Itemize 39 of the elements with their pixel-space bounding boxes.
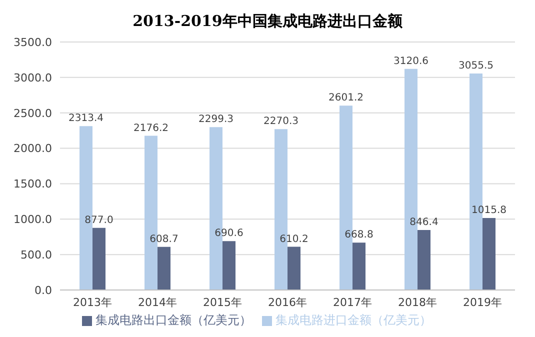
- bar: [92, 228, 106, 290]
- data-label: 2299.3: [198, 114, 234, 126]
- data-label: 2270.3: [264, 116, 298, 128]
- data-label: 3055.5: [458, 60, 494, 72]
- y-tick-label: 2000.0: [14, 142, 52, 156]
- data-label: 2176.2: [134, 122, 168, 134]
- data-label: 1015.8: [472, 205, 506, 216]
- data-label: 610.2: [280, 234, 308, 245]
- data-label: 877.0: [84, 214, 114, 226]
- bar: [158, 246, 170, 290]
- legend-label: 集成电路进口金额（亿美元）: [276, 313, 432, 327]
- data-label: 668.8: [344, 230, 374, 241]
- bar: [288, 246, 300, 290]
- data-label: 608.7: [150, 234, 178, 245]
- y-tick-label: 2500.0: [14, 106, 52, 120]
- data-label: 3120.6: [394, 56, 428, 67]
- y-tick-label: 0.0: [34, 284, 52, 297]
- data-label: 2313.4: [68, 113, 104, 124]
- x-tick-label: 2016年: [268, 296, 307, 309]
- legend-label: 集成电路出口金额（亿美元）: [96, 313, 252, 327]
- x-tick-label: 2019年: [463, 296, 502, 309]
- x-tick-label: 2013年: [73, 296, 112, 309]
- y-tick-label: 3500.0: [14, 36, 52, 49]
- x-tick-label: 2017年: [333, 296, 372, 309]
- x-tick-label: 2014年: [138, 296, 177, 309]
- bar: [352, 242, 366, 290]
- bar: [418, 230, 430, 290]
- x-tick-label: 2015年: [203, 296, 242, 309]
- data-label: 846.4: [410, 217, 438, 228]
- bar: [482, 218, 496, 290]
- y-tick-label: 3000.0: [14, 71, 52, 84]
- y-tick-label: 1500.0: [14, 178, 52, 191]
- data-label: 690.6: [214, 228, 244, 240]
- chart-title: 2013-2019年中国集成电路进出口金额: [132, 11, 404, 32]
- data-label: 2601.2: [328, 92, 364, 104]
- y-tick-label: 500.0: [20, 248, 52, 262]
- y-tick-label: 1000.0: [14, 213, 52, 226]
- bar: [222, 241, 236, 290]
- x-tick-label: 2018年: [398, 296, 437, 309]
